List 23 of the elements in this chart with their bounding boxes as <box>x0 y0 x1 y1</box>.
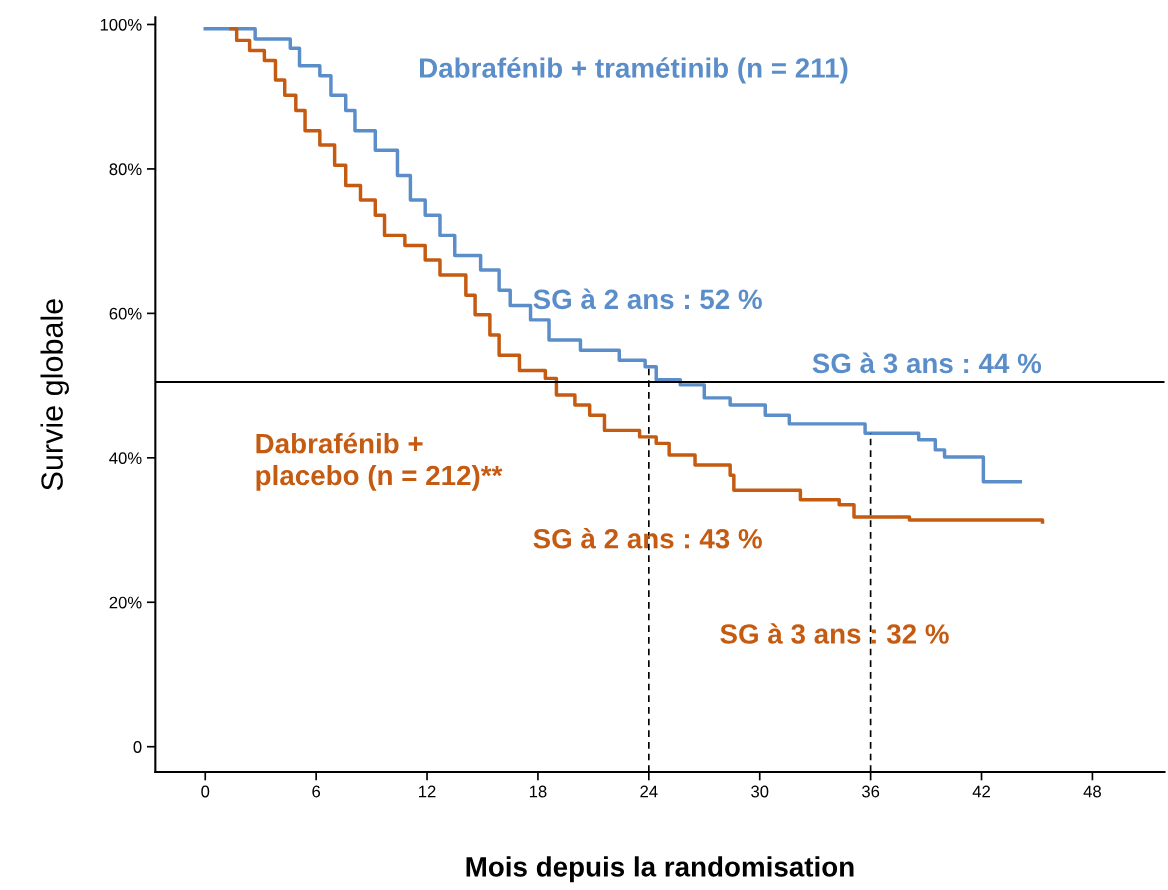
text: Dabrafénib + placebo (n = 212)** <box>256 432 503 491</box>
x-tick-label: 30 <box>751 785 769 798</box>
x-tick-label: 48 <box>1083 785 1101 798</box>
x-tick-label: 12 <box>419 785 436 798</box>
annotation: SG à 2 ans : 52 % <box>533 288 762 310</box>
x-tick-label: 6 <box>312 785 321 798</box>
y-tick-label: 80% <box>109 163 142 176</box>
x-tick-label: 42 <box>972 785 990 798</box>
y-tick-label: 40% <box>109 452 142 465</box>
y-tick-label: 60% <box>109 307 142 320</box>
y-axis-title: Survie globale <box>40 299 69 491</box>
x-tick-label: 24 <box>640 785 658 798</box>
x-axis-title: Mois depuis la randomisation <box>466 856 854 883</box>
y-tick-label: 0 <box>133 741 142 753</box>
y-tick-label: 20% <box>109 596 142 609</box>
annotation: SG à 3 ans : 44 % <box>812 352 1042 374</box>
y-tick-label: 100% <box>100 18 142 31</box>
x-tick-label: 0 <box>201 785 210 798</box>
annotation: SG à 2 ans : 43 % <box>533 527 762 549</box>
annotation: SG à 3 ans : 32 % <box>720 623 949 644</box>
x-tick-label: 36 <box>861 785 880 798</box>
text: Dabrafénib + tramétinib (n = 211) <box>420 57 848 84</box>
x-tick-label: 18 <box>529 785 547 798</box>
